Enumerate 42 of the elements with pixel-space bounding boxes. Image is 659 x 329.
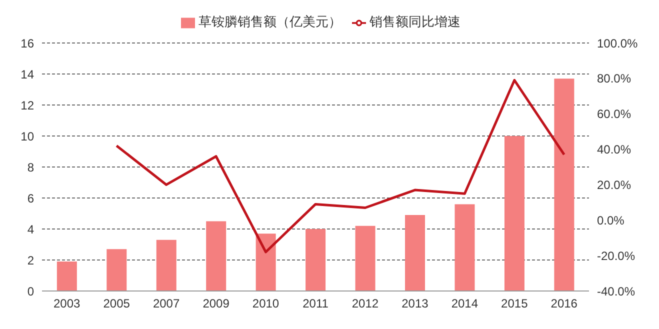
y-tick-label: 14 [20, 67, 34, 82]
bar [306, 229, 326, 291]
y-tick-label: 0 [27, 284, 34, 298]
y-tick-label: 6 [27, 191, 34, 206]
bar [206, 221, 226, 291]
x-tick-label: 2005 [103, 296, 130, 311]
x-tick-label: 2010 [252, 296, 280, 311]
x-tick-label: 2015 [501, 296, 528, 311]
x-tick-label: 2012 [352, 296, 379, 311]
y2-tick-label: -40.0% [597, 284, 636, 298]
x-tick-label: 2007 [152, 296, 180, 311]
x-tick-label: 2003 [54, 296, 81, 311]
bar [504, 136, 524, 291]
bar [355, 226, 376, 291]
y2-tick-label: 0.0% [597, 213, 625, 228]
bar [405, 215, 426, 291]
y-tick-label: 8 [27, 160, 34, 174]
bar [454, 204, 475, 291]
y2-tick-label: -20.0% [597, 248, 636, 263]
legend-label: 草铵膦销售额（亿美元） [198, 14, 342, 29]
y-tick-label: 12 [20, 98, 34, 112]
y-tick-label: 4 [27, 222, 34, 236]
x-tick-label: 2016 [550, 296, 578, 311]
y-tick-label: 2 [27, 253, 34, 268]
y2-tick-label: 80.0% [597, 72, 632, 86]
y2-tick-label: 100.0% [597, 36, 638, 50]
y2-tick-label: 20.0% [597, 178, 632, 192]
bar [56, 262, 77, 291]
y-tick-label: 16 [20, 36, 34, 50]
legend-label: 销售额同比增速 [370, 14, 460, 29]
y-tick-label: 10 [20, 129, 34, 144]
bar [156, 240, 176, 291]
x-tick-label: 2009 [202, 296, 230, 311]
bar [554, 78, 574, 291]
line-series [115, 78, 566, 254]
bar [106, 249, 127, 291]
bar [256, 234, 276, 291]
y2-tick-label: 40.0% [597, 142, 632, 157]
y2-tick-label: 60.0% [597, 107, 632, 122]
x-tick-label: 2014 [451, 296, 478, 311]
x-tick-label: 2013 [402, 296, 429, 311]
x-tick-label: 2011 [302, 296, 329, 311]
